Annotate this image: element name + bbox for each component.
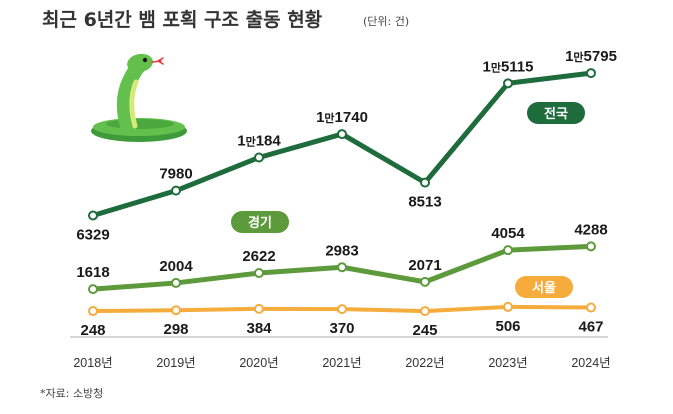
- unit-label: (단위: 건): [363, 15, 409, 28]
- data-label-gyeonggi: 1618: [76, 264, 109, 281]
- data-point-nationwide: [88, 210, 98, 221]
- data-label-nationwide: 6329: [76, 226, 109, 243]
- legend-gyeonggi-label: 경기: [248, 215, 272, 231]
- data-point-nationwide: [420, 177, 430, 188]
- data-label-nationwide: 8513: [408, 194, 441, 211]
- legend-nationwide-label: 전국: [544, 106, 568, 122]
- data-point-gyeonggi: [337, 262, 347, 273]
- data-point-seoul: [503, 301, 513, 312]
- data-label-seoul: 298: [163, 321, 188, 338]
- data-point-nationwide: [337, 129, 347, 140]
- source-note: *자료: 소방청: [40, 387, 103, 400]
- x-tick-label: 2021년: [322, 356, 361, 370]
- data-point-seoul: [586, 302, 596, 313]
- data-point-gyeonggi: [503, 245, 513, 256]
- data-label-seoul: 370: [329, 320, 354, 337]
- data-point-seoul: [337, 304, 347, 315]
- data-point-seoul: [254, 303, 264, 314]
- data-point-nationwide: [254, 152, 264, 163]
- x-tick-label: 2024년: [571, 356, 610, 370]
- data-point-nationwide: [503, 78, 513, 89]
- x-tick-label: 2022년: [405, 356, 444, 370]
- data-label-gyeonggi: 4288: [574, 221, 607, 238]
- data-label-seoul: 245: [412, 322, 437, 339]
- x-tick-label: 2019년: [156, 356, 195, 370]
- data-point-gyeonggi: [586, 241, 596, 252]
- data-labels: 6329 7980 1만184 1만1740 8513 1만5115 1만5795 1618 2…: [76, 48, 617, 339]
- data-point-gyeonggi: [254, 268, 264, 279]
- data-label-gyeonggi: 2071: [408, 257, 441, 274]
- data-point-seoul: [420, 306, 430, 317]
- data-point-nationwide: [586, 68, 596, 79]
- data-point-seoul: [88, 306, 98, 317]
- data-label-gyeonggi: 2983: [325, 242, 358, 259]
- data-label-gyeonggi: 2622: [242, 248, 275, 265]
- snake-icon: [91, 53, 187, 142]
- data-point-gyeonggi: [88, 284, 98, 295]
- data-point-nationwide: [171, 185, 181, 196]
- data-label-seoul: 248: [80, 322, 105, 339]
- data-label-nationwide: 7980: [159, 166, 192, 183]
- data-point-gyeonggi: [420, 276, 430, 287]
- data-label-gyeonggi: 2004: [159, 258, 193, 275]
- series-line-nationwide: [90, 70, 594, 218]
- data-label-seoul: 506: [495, 318, 520, 335]
- data-label-nationwide: 1만1740: [316, 109, 368, 126]
- legend-gyeonggi: 경기: [231, 211, 289, 233]
- legend-seoul: 서울: [515, 276, 573, 298]
- data-points: [88, 68, 596, 317]
- data-label-gyeonggi: 4054: [491, 225, 525, 242]
- data-label-nationwide: 1만5795: [565, 48, 617, 65]
- data-point-seoul: [171, 305, 181, 316]
- data-label-seoul: 384: [246, 320, 272, 337]
- data-label-nationwide: 1만5115: [482, 58, 533, 75]
- chart-title: 최근 6년간 뱀 포획 구조 출동 현황: [42, 8, 323, 31]
- legend-nationwide: 전국: [527, 102, 585, 124]
- x-tick-label: 2018년: [73, 356, 112, 370]
- data-label-seoul: 467: [578, 319, 603, 336]
- legend-seoul-label: 서울: [532, 280, 556, 296]
- x-tick-label: 2023년: [488, 356, 527, 370]
- data-label-nationwide: 1만184: [237, 132, 281, 149]
- x-tick-label: 2020년: [239, 356, 278, 370]
- data-point-gyeonggi: [171, 277, 181, 288]
- x-axis: 2018년 2019년 2020년 2021년 2022년 2023년 2024년: [73, 356, 610, 370]
